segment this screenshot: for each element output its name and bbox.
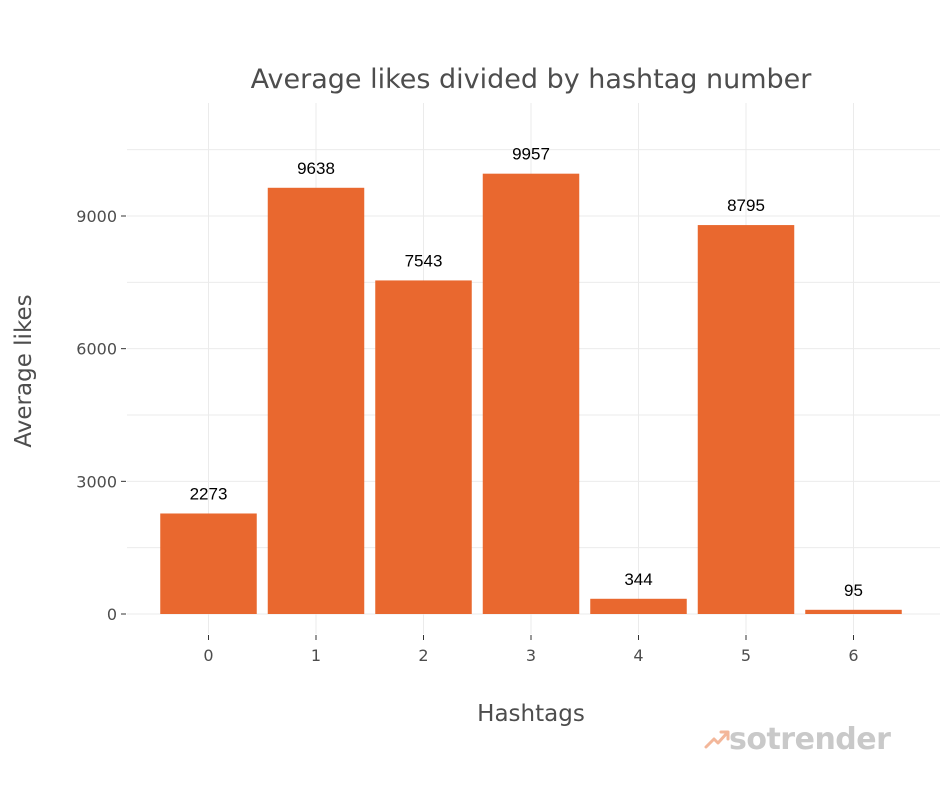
trend-arrow-icon xyxy=(704,730,730,749)
x-tick-label: 0 xyxy=(203,646,213,665)
bar xyxy=(160,513,257,614)
sotrender-logo: sotrender xyxy=(704,722,892,757)
data-label: 2273 xyxy=(190,484,228,503)
x-tick-label: 1 xyxy=(311,646,321,665)
y-tick-label: 0 xyxy=(107,605,117,624)
bars xyxy=(160,173,902,615)
chart-title: Average likes divided by hashtag number xyxy=(251,64,813,95)
bar xyxy=(267,187,365,614)
y-tick-label: 6000 xyxy=(76,340,117,359)
data-label: 95 xyxy=(844,581,863,600)
bar xyxy=(697,225,795,614)
bar xyxy=(375,280,472,614)
data-labels: 2273 9638 7543 9957 344 8795 95 xyxy=(190,145,863,600)
x-axis-title: Hashtags xyxy=(477,701,585,727)
x-tick-label: 2 xyxy=(418,646,428,665)
data-label: 8795 xyxy=(727,196,765,215)
data-label: 9638 xyxy=(297,159,335,178)
x-tick-label: 4 xyxy=(633,646,643,665)
x-tick-label: 5 xyxy=(741,646,751,665)
y-axis-title: Average likes xyxy=(11,294,37,447)
data-label: 9957 xyxy=(512,145,550,164)
y-tick-label: 9000 xyxy=(76,207,117,226)
x-axis: 0 1 2 3 4 5 6 xyxy=(203,635,859,665)
data-label: 7543 xyxy=(405,251,443,270)
y-tick-label: 3000 xyxy=(76,472,117,491)
x-tick-label: 3 xyxy=(526,646,536,665)
bar xyxy=(590,598,687,614)
watermark-text: sotrender xyxy=(729,722,891,757)
x-tick-label: 6 xyxy=(848,646,858,665)
bar xyxy=(805,609,902,614)
data-label: 344 xyxy=(624,570,652,589)
bar xyxy=(482,173,580,615)
y-axis: 0 3000 6000 9000 xyxy=(76,207,126,624)
